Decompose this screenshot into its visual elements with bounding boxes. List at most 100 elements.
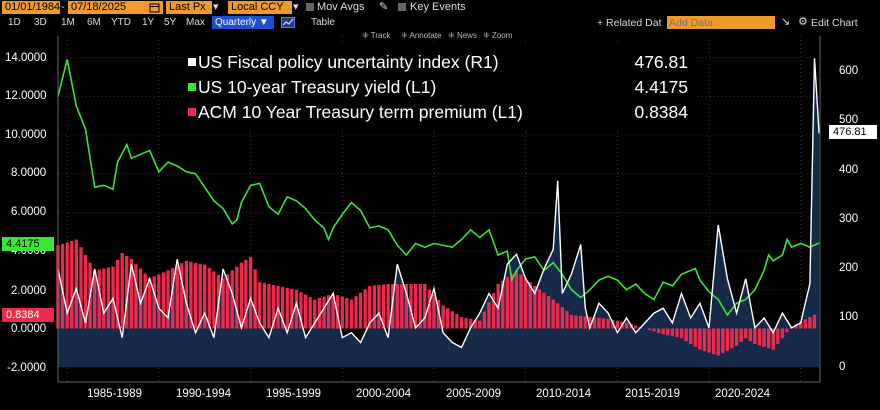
legend-swatch-yield bbox=[188, 83, 196, 91]
premium-bar-65 bbox=[354, 296, 358, 329]
pencil-icon[interactable]: ✎ bbox=[379, 1, 389, 13]
range-ytd[interactable]: YTD bbox=[111, 17, 131, 28]
collapse-icon[interactable]: ↘ bbox=[781, 16, 791, 28]
premium-bar-154 bbox=[762, 328, 766, 347]
premium-bar-111 bbox=[565, 311, 569, 329]
premium-bar-140 bbox=[698, 328, 702, 350]
legend-row-uncertainty: US Fiscal policy uncertainty index (R1) … bbox=[184, 49, 696, 75]
premium-bar-50 bbox=[285, 287, 289, 329]
frequency-select[interactable]: Quarterly ▼ bbox=[212, 16, 274, 29]
premium-bar-94 bbox=[487, 302, 491, 329]
premium-bar-85 bbox=[446, 308, 450, 329]
premium-bar-99 bbox=[510, 273, 514, 329]
currency-chevron-icon[interactable]: ▾ bbox=[293, 1, 299, 13]
line-chart-icon[interactable] bbox=[281, 17, 295, 28]
range-max[interactable]: Max bbox=[186, 17, 205, 28]
premium-bar-69 bbox=[372, 285, 376, 329]
frequency-value: Quarterly bbox=[215, 17, 257, 28]
premium-bar-112 bbox=[569, 315, 574, 329]
key-events-checkbox[interactable] bbox=[398, 3, 406, 11]
table-button[interactable]: Table bbox=[311, 17, 335, 28]
range-1d[interactable]: 1D bbox=[8, 17, 21, 28]
premium-bar-68 bbox=[368, 285, 372, 329]
related-data-button[interactable]: + Related Dat bbox=[597, 17, 662, 29]
key-events-label[interactable]: Key Events bbox=[410, 1, 466, 13]
range-3d[interactable]: 3D bbox=[34, 17, 47, 28]
premium-bar-137 bbox=[684, 328, 688, 342]
premium-bar-28 bbox=[184, 260, 188, 329]
x-label-1985-1989: 1985-1989 bbox=[87, 388, 142, 400]
date-separator: - bbox=[61, 1, 65, 13]
premium-bar-9 bbox=[97, 269, 101, 329]
premium-bar-1 bbox=[60, 243, 65, 329]
range-1m[interactable]: 1M bbox=[61, 17, 75, 28]
premium-bar-116 bbox=[588, 316, 592, 329]
premium-bar-109 bbox=[556, 303, 560, 329]
premium-bar-60 bbox=[331, 293, 335, 329]
annotate-tool[interactable]: ⁜ Annotate bbox=[401, 31, 442, 40]
premium-bar-165 bbox=[812, 314, 817, 329]
track-label: Track bbox=[370, 31, 391, 40]
premium-bar-102 bbox=[524, 278, 528, 329]
mov-avgs-label[interactable]: Mov Avgs bbox=[317, 1, 365, 13]
left-tick-minus-2: -2.0000 bbox=[7, 362, 47, 374]
premium-bar-21 bbox=[152, 276, 156, 329]
premium-bar-86 bbox=[450, 311, 454, 329]
premium-bar-17 bbox=[134, 263, 138, 329]
price-field-chevron-icon[interactable]: ▾ bbox=[213, 1, 219, 13]
right-tick-300: 300 bbox=[839, 213, 859, 225]
range-1y[interactable]: 1Y bbox=[142, 17, 155, 28]
premium-bar-153 bbox=[757, 328, 762, 346]
range-6m[interactable]: 6M bbox=[87, 17, 101, 28]
premium-bar-135 bbox=[675, 328, 679, 338]
premium-bar-159 bbox=[785, 328, 789, 333]
premium-bar-141 bbox=[702, 328, 707, 352]
left-tick-14: 14.0000 bbox=[5, 52, 47, 64]
premium-bar-103 bbox=[528, 282, 532, 329]
edit-chart-button[interactable]: Edit Chart bbox=[811, 17, 858, 29]
start-date-field[interactable]: 01/01/1984 bbox=[2, 1, 60, 14]
premium-bar-124 bbox=[624, 322, 629, 329]
premium-bar-20 bbox=[148, 278, 152, 329]
premium-bar-81 bbox=[427, 289, 431, 329]
zoom-tool[interactable]: ⁜ Zoom bbox=[483, 31, 513, 40]
left-tick-6: 6.0000 bbox=[11, 206, 47, 218]
premium-bar-70 bbox=[377, 285, 381, 329]
premium-bar-61 bbox=[336, 295, 340, 329]
premium-bar-87 bbox=[455, 314, 459, 329]
premium-bar-45 bbox=[262, 283, 266, 329]
premium-bar-122 bbox=[615, 320, 619, 329]
premium-bar-6 bbox=[83, 255, 88, 329]
price-field-select[interactable]: Last Px bbox=[166, 1, 212, 14]
premium-bar-161 bbox=[794, 324, 798, 329]
premium-bar-134 bbox=[670, 328, 674, 337]
track-tool[interactable]: ⁜ Track bbox=[362, 31, 391, 40]
premium-bar-58 bbox=[322, 296, 326, 329]
premium-bar-164 bbox=[808, 316, 812, 329]
legend-value-yield: 4.4175 bbox=[634, 77, 688, 97]
premium-bar-107 bbox=[546, 296, 551, 329]
premium-bar-25 bbox=[171, 268, 175, 329]
legend-label-premium: ACM 10 Year Treasury term premium (L1) bbox=[198, 102, 523, 122]
premium-bar-105 bbox=[537, 289, 542, 329]
legend-row-yield: US 10-year Treasury yield (L1) 4.4175 bbox=[184, 74, 696, 100]
premium-bar-18 bbox=[138, 268, 143, 329]
mov-avgs-checkbox[interactable] bbox=[306, 3, 314, 11]
premium-bar-83 bbox=[436, 300, 441, 329]
premium-bar-38 bbox=[230, 270, 234, 329]
premium-bar-156 bbox=[771, 328, 775, 350]
legend-value-premium: 0.8384 bbox=[634, 102, 688, 122]
range-5y[interactable]: 5Y bbox=[164, 17, 177, 28]
legend-swatch-premium bbox=[188, 108, 196, 116]
premium-bar-31 bbox=[198, 263, 202, 329]
end-date-value: 07/18/2025 bbox=[71, 1, 127, 13]
premium-bar-131 bbox=[657, 328, 661, 333]
end-date-field[interactable]: 07/18/2025 bbox=[68, 1, 163, 14]
currency-select[interactable]: Local CCY bbox=[228, 1, 292, 14]
gear-icon[interactable]: ⚙ bbox=[798, 16, 808, 28]
annotate-label: Annotate bbox=[409, 31, 442, 40]
add-data-input[interactable] bbox=[667, 16, 775, 29]
premium-bar-43 bbox=[253, 269, 257, 329]
right-tick-500: 500 bbox=[839, 114, 859, 126]
news-tool[interactable]: ⁜ News bbox=[448, 31, 477, 40]
